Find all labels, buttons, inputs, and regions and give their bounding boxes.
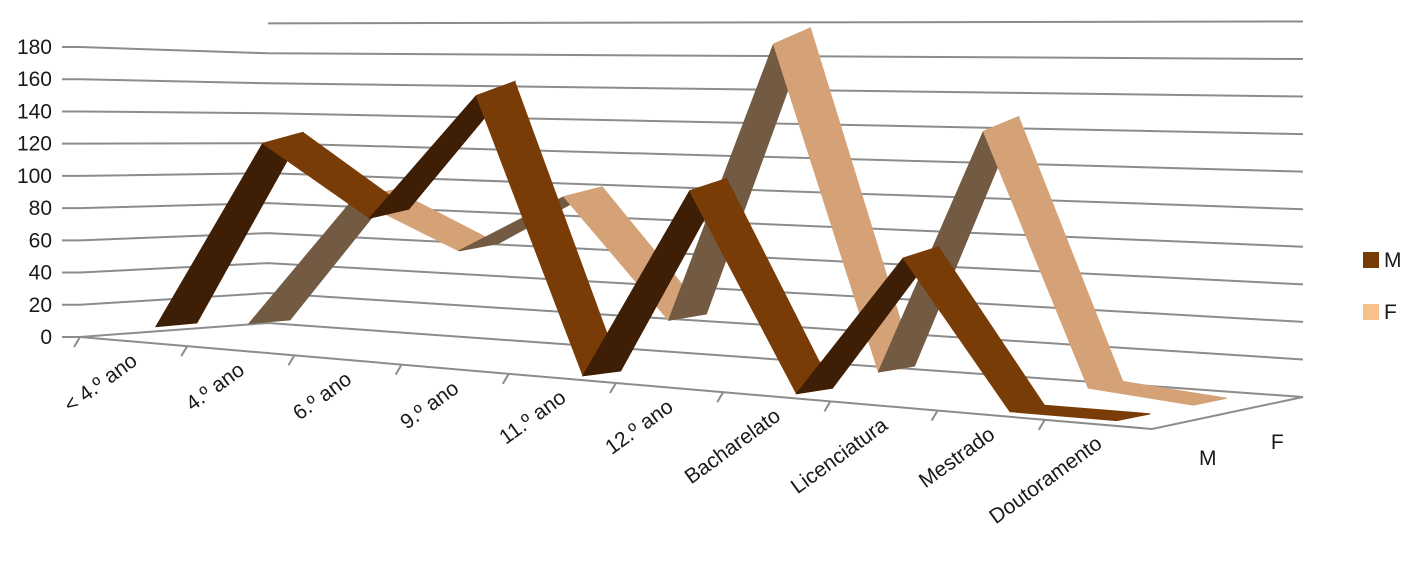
gridline-200	[267, 20, 1304, 25]
legend-label-m: M	[1384, 249, 1402, 272]
category-label-bacharelato: Bacharelato	[681, 404, 785, 488]
category-tick-mark-9	[1037, 419, 1046, 431]
category-label-4-ano: < 4.º ano	[60, 349, 142, 417]
category-label-4-ano: 4.º ano	[182, 358, 249, 415]
series-m-ribbon	[155, 80, 1151, 422]
legend: MF	[1363, 249, 1402, 324]
series-m-segment-8	[1009, 404, 1151, 422]
category-label-11-ano: 11.º ano	[495, 386, 570, 449]
category-tick-mark-3	[394, 364, 403, 376]
legend-swatch-m	[1363, 252, 1379, 268]
gridline-140	[79, 110, 1304, 136]
category-tick-mark-5	[609, 382, 617, 394]
gridline-0	[79, 321, 1304, 398]
y-tick-label-60: 60	[29, 229, 52, 252]
y-tick-label-0: 0	[40, 326, 52, 349]
category-label-12-ano: 12.º ano	[601, 395, 677, 459]
category-tick-mark-2	[287, 354, 296, 366]
y-tick-label-20: 20	[29, 294, 52, 317]
y-tick-label-180: 180	[17, 36, 52, 59]
category-tick-mark-1	[180, 345, 189, 357]
gridline-180	[79, 46, 1304, 60]
category-label-doutoramento: Doutoramento	[985, 432, 1106, 529]
depth-axis-ticks: MF	[1199, 431, 1284, 470]
gridline-60	[79, 232, 1304, 286]
depth-label-f: F	[1271, 431, 1284, 454]
category-label-mestrado: Mestrado	[915, 423, 999, 493]
category-tick-mark-4	[501, 373, 510, 385]
legend-label-f: F	[1384, 301, 1397, 324]
y-tick-label-100: 100	[17, 165, 52, 188]
y-tick-label-40: 40	[29, 262, 52, 285]
category-tick-mark-6	[716, 391, 725, 403]
y-tick-label-140: 140	[17, 100, 52, 123]
category-tick-mark-0	[73, 336, 81, 348]
y-tick-label-120: 120	[17, 133, 52, 156]
y-axis-ticks: 0 20 40 60 80 100 120 140 160 180	[17, 36, 80, 349]
category-label-licenciatura: Licenciatura	[787, 413, 892, 498]
category-tick-mark-7	[823, 400, 832, 412]
series-f-ribbon	[247, 27, 1227, 406]
category-tick-mark-8	[930, 410, 939, 422]
category-label-9-ano: 9.º ano	[396, 377, 463, 434]
y-tick-label-160: 160	[17, 68, 52, 91]
gridline-160	[79, 78, 1304, 98]
category-label-6-ano: 6.º ano	[289, 367, 356, 424]
y-tick-label-80: 80	[29, 197, 52, 220]
depth-label-m: M	[1199, 447, 1217, 470]
depth-axis-line	[1151, 396, 1304, 430]
series-f-segment-8	[1088, 380, 1227, 406]
legend-swatch-f	[1363, 304, 1379, 320]
series-ribbons	[155, 27, 1227, 422]
